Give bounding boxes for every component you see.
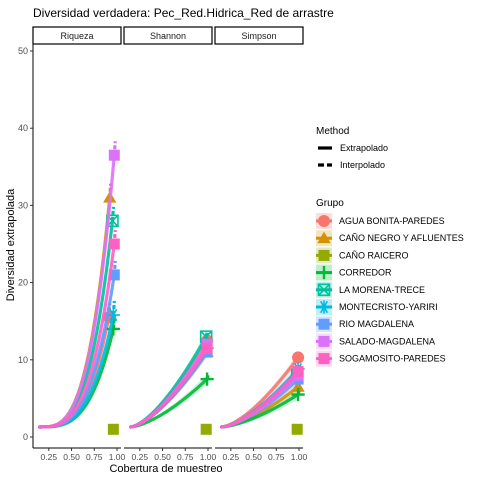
- facet-strip: [32, 26, 122, 45]
- series-marker: [317, 283, 331, 297]
- chart-title: Diversidad verdadera: Pec_Red.Hidrica_Re…: [33, 6, 334, 20]
- series-marker: [318, 249, 330, 261]
- series-extrapolated-line: [110, 206, 116, 221]
- x-tick-label: 0.75: [86, 452, 103, 462]
- series-marker: [318, 318, 330, 330]
- series-marker: [318, 353, 330, 365]
- legend-method-label: Extrapolado: [340, 143, 388, 153]
- series-marker: [108, 149, 120, 161]
- series-marker: [291, 380, 305, 392]
- facet-strip: [123, 26, 213, 45]
- legend-group-title: Grupo: [316, 198, 344, 209]
- series-marker: [108, 238, 120, 250]
- y-tick-label: 10: [18, 355, 28, 365]
- x-tick-label: 0.25: [223, 452, 240, 462]
- legend-group-label: CORREDOR: [339, 268, 392, 278]
- y-tick-label: 0: [23, 432, 28, 442]
- legend-method-title: Method: [316, 126, 349, 137]
- legend-group: Grupo AGUA BONITA-PAREDES CAÑO NEGRO Y AF…: [316, 198, 464, 367]
- series-line: [129, 377, 209, 429]
- facet-panel: [33, 44, 121, 448]
- x-tick-label: 1.00: [291, 452, 308, 462]
- x-tick-label: 0.75: [177, 452, 194, 462]
- series-marker: [317, 231, 331, 244]
- facet-series-group: [38, 141, 120, 435]
- legend-group-label: LA MORENA-TRECE: [339, 285, 425, 295]
- series-marker: [200, 372, 214, 386]
- y-tick-label: 50: [18, 46, 28, 56]
- facet-strip-label: Riqueza: [60, 31, 93, 41]
- facet-series-group: [129, 330, 214, 435]
- legend-group-label: SALADO-MAGDALENA: [339, 336, 435, 346]
- y-tick-label: 20: [18, 278, 28, 288]
- x-tick-label: 0.50: [154, 452, 171, 462]
- x-tick-label: 1.00: [200, 452, 217, 462]
- legend-group-label: MONTECRISTO-YARIRI: [339, 302, 438, 312]
- legend-group-label: CAÑO RAICERO: [339, 250, 409, 260]
- facet-panel: [124, 44, 212, 448]
- x-axis-label: Cobertura de muestreo: [109, 463, 222, 475]
- series-marker: [317, 266, 331, 280]
- x-tick-label: 0.75: [268, 452, 285, 462]
- series-marker: [108, 269, 120, 281]
- series-marker: [318, 335, 330, 347]
- x-tick-label: 1.00: [109, 452, 126, 462]
- x-tick-label: 0.50: [63, 452, 80, 462]
- series-marker: [291, 387, 305, 402]
- series-marker: [291, 423, 303, 435]
- y-tick-label: 40: [18, 123, 28, 133]
- y-tick-label: 30: [18, 200, 28, 210]
- series-marker: [107, 423, 119, 435]
- x-tick-label: 0.50: [245, 452, 262, 462]
- legend-group-label: SOGAMOSITO-PAREDES: [339, 354, 446, 364]
- legend-method-label: Interpolado: [340, 160, 385, 170]
- series-marker: [292, 351, 305, 364]
- legend-group-label: AGUA BONITA-PAREDES: [339, 216, 445, 226]
- y-axis-label: Diversidad extrapolada: [5, 188, 17, 301]
- facet-series-group: [220, 351, 305, 435]
- series-line: [38, 242, 116, 429]
- series-marker: [317, 214, 331, 228]
- facet-strip-label: Simpson: [241, 31, 276, 41]
- facet-strip: [214, 26, 304, 45]
- facet-strip-label: Shannon: [150, 31, 186, 41]
- series-line: [129, 346, 209, 429]
- series-marker: [200, 423, 212, 435]
- legend-group-label: RIO MAGDALENA: [339, 319, 414, 329]
- legend-group-label: CAÑO NEGRO Y AFLUENTES: [339, 233, 464, 243]
- series-marker: [292, 365, 304, 377]
- x-tick-label: 0.25: [41, 452, 58, 462]
- series-marker: [201, 342, 213, 354]
- x-tick-label: 0.25: [132, 452, 149, 462]
- series-marker: [317, 300, 331, 314]
- series-line: [220, 369, 300, 429]
- legend-method: Method Extrapolado Interpolado: [316, 126, 388, 170]
